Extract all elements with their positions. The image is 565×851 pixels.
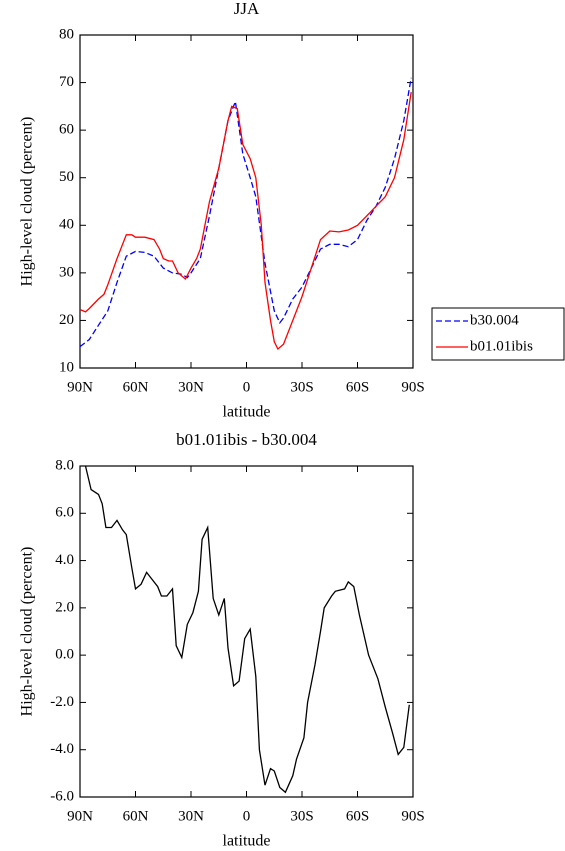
- legend-label: b01.01ibis: [470, 338, 533, 354]
- y-tick-label: 2.0: [55, 599, 74, 615]
- y-tick-label: 50: [59, 169, 74, 185]
- x-tick-label: 0: [243, 808, 251, 824]
- legend-box: [431, 307, 565, 361]
- x-tick-label: 90S: [401, 379, 424, 395]
- y-tick-label: -6.0: [50, 788, 74, 804]
- y-tick-label: 80: [59, 26, 74, 42]
- x-tick-label: 60S: [346, 808, 369, 824]
- x-tick-label: 60N: [123, 379, 149, 395]
- y-tick-label: 30: [59, 264, 74, 280]
- series-line: [79, 77, 412, 348]
- y-tick-label: 60: [59, 122, 74, 138]
- y-tick-label: 40: [59, 217, 74, 233]
- x-axis-label: latitude: [223, 404, 271, 421]
- x-tick-label: 90N: [67, 808, 93, 824]
- x-tick-label: 90N: [67, 379, 93, 395]
- y-tick-label: -4.0: [50, 741, 74, 757]
- chart-title: b01.01ibis - b30.004: [176, 430, 317, 449]
- x-tick-label: 30N: [178, 379, 204, 395]
- y-axis-label: High-level cloud (percent): [19, 547, 36, 717]
- plot-frame: [79, 34, 414, 369]
- x-tick-label: 30N: [178, 808, 204, 824]
- y-tick-label: 0.0: [55, 647, 74, 663]
- chart-title: JJA: [234, 0, 260, 18]
- y-tick-label: 70: [59, 74, 74, 90]
- y-axis-label: High-level cloud (percent): [19, 117, 36, 287]
- y-tick-label: 20: [59, 312, 74, 328]
- plot-frame: [79, 465, 414, 798]
- series-line: [84, 465, 410, 794]
- x-tick-label: 90S: [401, 808, 424, 824]
- y-tick-label: 4.0: [55, 552, 74, 568]
- y-tick-label: -2.0: [50, 694, 74, 710]
- series-line: [79, 92, 412, 351]
- x-tick-label: 60S: [346, 379, 369, 395]
- x-tick-label: 30S: [290, 379, 313, 395]
- x-tick-label: 30S: [290, 808, 313, 824]
- x-tick-label: 60N: [123, 808, 149, 824]
- legend-label: b30.004: [470, 312, 519, 328]
- y-tick-label: 10: [59, 359, 74, 375]
- x-axis-label: latitude: [223, 833, 271, 850]
- y-tick-label: 8.0: [55, 457, 74, 473]
- x-tick-label: 0: [243, 379, 251, 395]
- y-tick-label: 6.0: [55, 505, 74, 521]
